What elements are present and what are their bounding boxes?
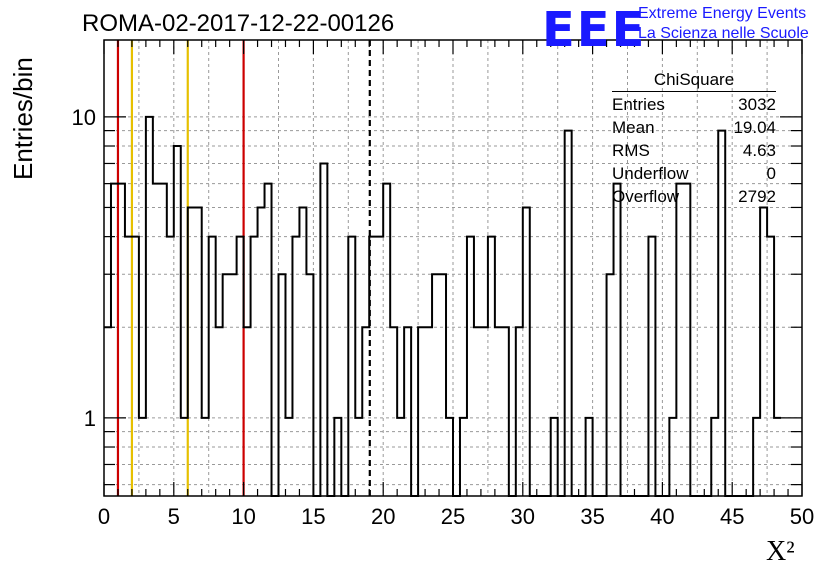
- stat-value: 19.04: [733, 118, 776, 137]
- x-tick-label: 15: [301, 504, 325, 529]
- logo-caption: Extreme Energy Events La Scienza nelle S…: [638, 4, 809, 44]
- y-axis-label: Entries/bin: [8, 57, 38, 180]
- logo-caption-line2: La Scienza nelle Scuole: [638, 25, 809, 42]
- logo-caption-line1: Extreme Energy Events: [638, 5, 807, 22]
- axis-tick-labels: 0 5 10 15 20 25 30 35 40 45 50 1 10: [72, 105, 815, 529]
- stat-row-entries: Entries 3032: [612, 93, 776, 116]
- stat-label: Entries: [612, 95, 665, 114]
- axis-ticks: [103, 40, 803, 496]
- x-tick-label: 40: [650, 504, 674, 529]
- chart-title: ROMA-02-2017-12-22-00126: [82, 10, 395, 37]
- x-tick-label: 50: [790, 504, 814, 529]
- stat-label: Underflow: [612, 164, 689, 183]
- stat-value: 3032: [738, 95, 776, 114]
- stat-row-overflow: Overflow 2792: [612, 185, 776, 208]
- eee-logo: EEE: [542, 2, 647, 58]
- stat-row-rms: RMS 4.63: [612, 139, 776, 162]
- x-axis-label: X²: [766, 536, 795, 567]
- x-tick-label: 0: [98, 504, 110, 529]
- stat-value: 2792: [738, 187, 776, 206]
- x-tick-label: 5: [168, 504, 180, 529]
- stat-label: Overflow: [612, 187, 680, 206]
- x-tick-label: 30: [511, 504, 535, 529]
- stat-row-underflow: Underflow 0: [612, 162, 776, 185]
- x-tick-label: 20: [371, 504, 395, 529]
- y-tick-label: 10: [72, 105, 96, 130]
- stat-value: 0: [766, 164, 776, 183]
- x-tick-label: 10: [231, 504, 255, 529]
- stat-label: RMS: [612, 141, 650, 160]
- x-tick-label: 35: [580, 504, 604, 529]
- y-tick-label: 1: [84, 406, 96, 431]
- stats-title: ChiSquare: [612, 68, 776, 92]
- x-tick-label: 25: [441, 504, 465, 529]
- stat-row-mean: Mean 19.04: [612, 116, 776, 139]
- stat-label: Mean: [612, 118, 655, 137]
- stats-box: ChiSquare Entries 3032 Mean 19.04 RMS 4.…: [612, 68, 776, 208]
- stat-value: 4.63: [742, 141, 776, 160]
- x-tick-label: 45: [720, 504, 744, 529]
